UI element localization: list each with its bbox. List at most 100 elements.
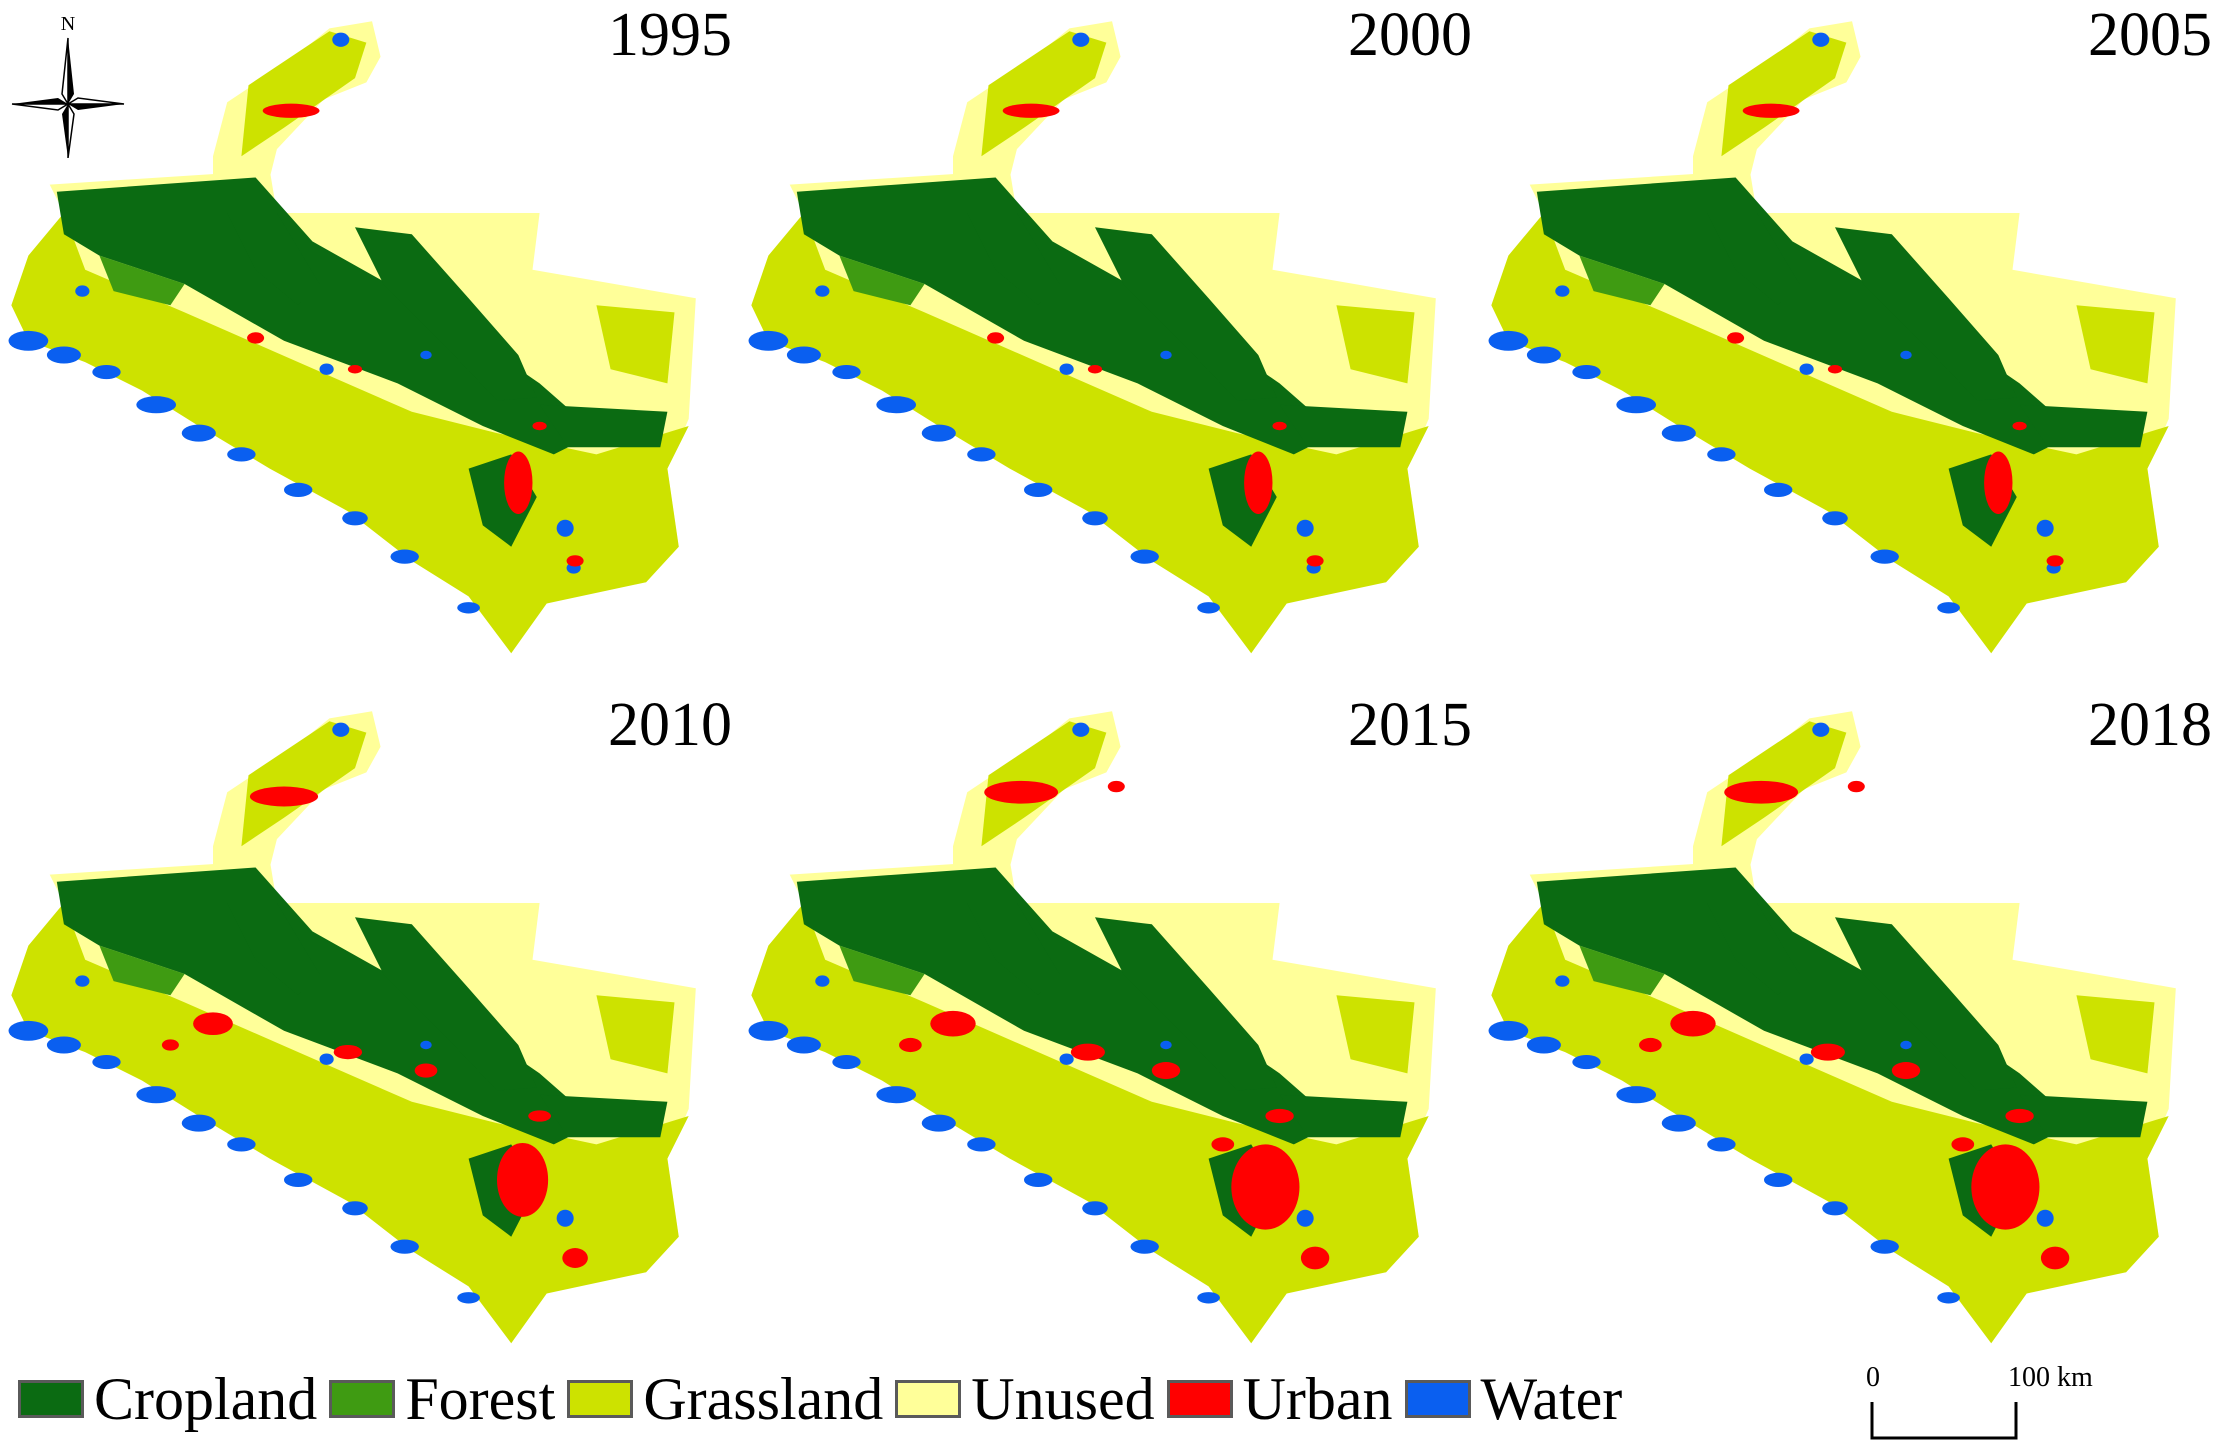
water-patch: [1870, 549, 1899, 564]
urban-patch: [1827, 364, 1843, 374]
water-patch: [1488, 1020, 1529, 1041]
land-use-map: [748, 21, 1436, 654]
water-patch: [815, 975, 830, 987]
water-patch: [1707, 447, 1736, 462]
grassland-patch: [1336, 305, 1415, 384]
urban-patch: [1272, 421, 1287, 431]
water-patch: [967, 447, 996, 462]
water-patch: [786, 1036, 821, 1054]
forest-patch: [99, 255, 185, 306]
cropland-patch: [1095, 227, 1277, 401]
water-patch: [342, 511, 368, 526]
urban-patch: [2005, 1108, 2034, 1124]
forest-patch: [839, 255, 925, 306]
urban-patch: [1724, 780, 1799, 804]
water-patch: [1059, 363, 1074, 375]
water-patch: [1160, 1040, 1172, 1050]
swatch-urban: [1166, 1380, 1233, 1418]
water-patch: [1072, 722, 1090, 737]
map-group: [1488, 711, 2176, 1344]
cropland-patch: [1536, 867, 2077, 1145]
swatch-water: [1404, 1380, 1471, 1418]
year-label: 2000: [1348, 1, 1472, 69]
cropland-patch: [355, 227, 537, 401]
urban-patch: [193, 1012, 233, 1036]
water-patch: [1526, 1036, 1561, 1054]
year-label: 1995: [608, 1, 732, 69]
legend: Cropland Forest Grassland Unused Urban W…: [18, 1364, 1634, 1434]
water-patch: [1900, 350, 1912, 360]
map-panel-2005: 2005: [1480, 0, 2220, 690]
water-patch: [420, 1040, 432, 1050]
urban-patch: [414, 1063, 438, 1078]
water-patch: [1555, 975, 1570, 987]
grassland-north-area: [981, 31, 1107, 157]
map-group: [8, 711, 696, 1344]
swatch-forest: [329, 1380, 396, 1418]
water-patch: [1900, 1040, 1912, 1050]
water-patch: [227, 447, 256, 462]
water-patch: [1572, 1054, 1601, 1070]
swatch-cropland: [18, 1380, 84, 1418]
water-patch: [921, 424, 956, 442]
urban-patch: [984, 780, 1059, 804]
water-patch: [748, 1020, 789, 1041]
urban-patch: [1891, 1062, 1921, 1080]
water-patch: [1082, 511, 1108, 526]
cropland-patch: [967, 213, 1060, 306]
water-patch: [556, 519, 574, 537]
cropland-patch: [1536, 177, 2077, 455]
grassland-area: [1491, 213, 2169, 654]
legend-item-forest: Forest: [329, 1369, 555, 1429]
water-patch: [1197, 602, 1220, 614]
urban-patch: [247, 332, 265, 344]
water-patch: [136, 1086, 177, 1104]
water-patch: [181, 1114, 216, 1132]
water-patch: [332, 32, 350, 47]
water-patch: [1812, 32, 1830, 47]
urban-patch: [347, 364, 363, 374]
urban-patch: [1265, 1108, 1294, 1124]
forest-patch: [1579, 945, 1665, 996]
grassland-north-area: [241, 31, 367, 157]
water-patch: [92, 1054, 121, 1070]
cropland-patch: [1835, 917, 2017, 1091]
swatch-unused: [895, 1380, 962, 1418]
water-patch: [319, 363, 334, 375]
water-patch: [1937, 1292, 1960, 1304]
water-patch: [967, 1137, 996, 1152]
legend-item-urban: Urban: [1166, 1366, 1393, 1432]
cropland-patch: [227, 213, 320, 306]
cropland-patch: [56, 867, 597, 1145]
water-patch: [457, 1292, 480, 1304]
scale-bar-line: [1870, 1402, 2018, 1440]
legend-label: Urban: [1242, 1366, 1393, 1432]
water-patch: [1572, 364, 1601, 380]
map-group: [8, 21, 696, 654]
water-patch: [284, 482, 313, 498]
water-patch: [1799, 1053, 1814, 1065]
grassland-area: [11, 903, 689, 1344]
urban-patch: [1306, 555, 1324, 567]
urban-patch: [2040, 1246, 2070, 1270]
map-panel-2010: 2010: [0, 690, 740, 1380]
water-patch: [1555, 285, 1570, 297]
water-patch: [556, 1209, 574, 1227]
grassland-patch: [2076, 995, 2155, 1074]
land-use-map: [1488, 21, 2176, 654]
land-use-map: [1488, 711, 2176, 1344]
water-patch: [390, 549, 419, 564]
urban-patch: [1151, 1062, 1181, 1080]
map-panel-1995: 1995: [0, 0, 740, 690]
grassland-patch: [596, 995, 675, 1074]
urban-patch: [1984, 451, 2013, 515]
grassland-area: [751, 213, 1429, 654]
water-patch: [876, 1086, 917, 1104]
urban-patch: [1211, 1137, 1235, 1152]
urban-patch: [497, 1142, 549, 1217]
water-patch: [1024, 482, 1053, 498]
urban-patch: [987, 332, 1005, 344]
scale-start-label: 0: [1866, 1362, 1880, 1393]
water-patch: [284, 1172, 313, 1187]
water-patch: [1059, 1053, 1074, 1065]
